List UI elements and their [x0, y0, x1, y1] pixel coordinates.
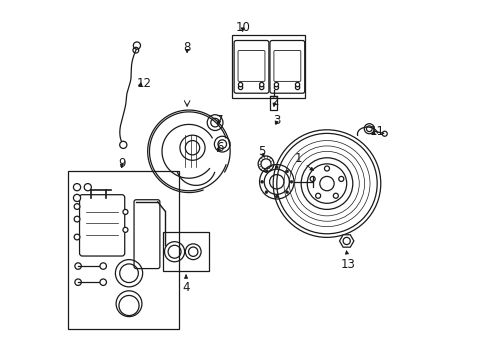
Circle shape	[75, 263, 81, 269]
Text: 9: 9	[118, 157, 125, 170]
Circle shape	[75, 279, 81, 285]
Text: 11: 11	[369, 125, 384, 138]
Circle shape	[275, 195, 278, 198]
Text: 1: 1	[294, 152, 313, 171]
Circle shape	[343, 237, 349, 244]
Text: 5: 5	[258, 145, 265, 158]
Text: 6: 6	[215, 141, 223, 154]
Circle shape	[238, 82, 242, 87]
Circle shape	[74, 204, 80, 210]
Circle shape	[122, 210, 128, 215]
Text: 10: 10	[235, 21, 250, 34]
Circle shape	[324, 166, 329, 171]
Circle shape	[74, 216, 80, 222]
Circle shape	[295, 85, 299, 90]
Circle shape	[238, 85, 242, 90]
Circle shape	[274, 82, 278, 87]
Circle shape	[274, 85, 278, 90]
Circle shape	[315, 193, 320, 198]
Circle shape	[73, 184, 81, 191]
Circle shape	[275, 166, 278, 168]
Bar	[68, 171, 179, 329]
Bar	[231, 35, 305, 98]
Circle shape	[333, 193, 338, 198]
Text: 13: 13	[340, 251, 355, 271]
Circle shape	[264, 191, 267, 194]
Circle shape	[122, 227, 128, 232]
Text: 8: 8	[183, 41, 190, 54]
Circle shape	[74, 234, 80, 240]
Circle shape	[295, 82, 299, 87]
Circle shape	[120, 141, 126, 148]
Circle shape	[285, 191, 288, 194]
Circle shape	[264, 170, 267, 173]
Polygon shape	[339, 235, 353, 247]
Circle shape	[84, 184, 91, 191]
Circle shape	[309, 176, 315, 181]
Circle shape	[100, 263, 106, 269]
Circle shape	[259, 82, 264, 87]
Bar	[163, 232, 209, 271]
Text: 3: 3	[272, 114, 280, 127]
Circle shape	[289, 180, 292, 183]
Bar	[270, 96, 276, 110]
Circle shape	[100, 279, 106, 285]
Text: 4: 4	[182, 275, 189, 294]
Circle shape	[338, 176, 343, 181]
Circle shape	[73, 194, 81, 202]
Circle shape	[319, 176, 333, 191]
Circle shape	[285, 170, 288, 173]
Circle shape	[260, 180, 263, 183]
Circle shape	[116, 291, 142, 317]
Circle shape	[133, 42, 140, 49]
Text: 12: 12	[136, 77, 151, 90]
Text: 2: 2	[271, 95, 278, 108]
Circle shape	[259, 85, 264, 90]
Text: 7: 7	[215, 114, 223, 127]
